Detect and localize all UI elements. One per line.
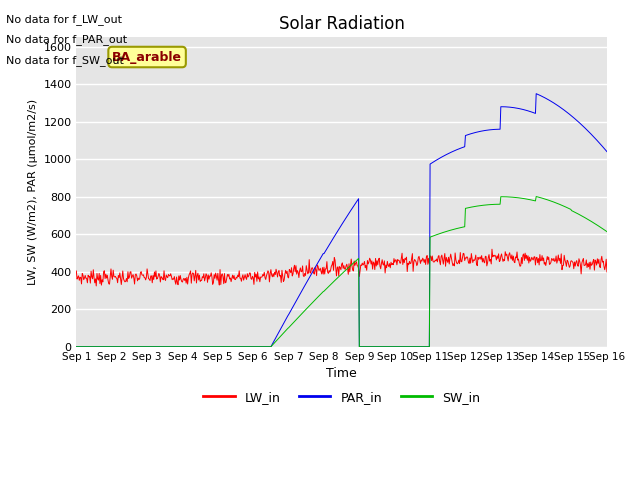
LW_in bbox=[438, 252, 445, 258]
LW_in bbox=[72, 268, 80, 274]
Text: BA_arable: BA_arable bbox=[112, 50, 182, 63]
SW_in bbox=[603, 229, 611, 235]
Legend: LW_in, PAR_in, SW_in: LW_in, PAR_in, SW_in bbox=[198, 385, 485, 408]
LW_in bbox=[603, 269, 611, 275]
Line: LW_in: LW_in bbox=[76, 249, 607, 286]
SW_in bbox=[212, 344, 220, 349]
SW_in bbox=[555, 201, 563, 207]
LW_in bbox=[92, 283, 100, 289]
LW_in bbox=[488, 246, 496, 252]
LW_in bbox=[189, 271, 197, 276]
Text: No data for f_LW_out: No data for f_LW_out bbox=[6, 14, 122, 25]
PAR_in bbox=[333, 229, 341, 235]
SW_in bbox=[333, 276, 341, 281]
LW_in bbox=[386, 261, 394, 266]
PAR_in bbox=[532, 91, 540, 96]
PAR_in bbox=[189, 344, 196, 349]
Text: No data for f_PAR_out: No data for f_PAR_out bbox=[6, 35, 127, 46]
PAR_in bbox=[603, 149, 611, 155]
LW_in bbox=[334, 264, 342, 270]
X-axis label: Time: Time bbox=[326, 367, 357, 380]
LW_in bbox=[212, 274, 220, 279]
PAR_in bbox=[72, 344, 80, 349]
SW_in bbox=[385, 344, 393, 349]
Y-axis label: LW, SW (W/m2), PAR (μmol/m2/s): LW, SW (W/m2), PAR (μmol/m2/s) bbox=[28, 99, 38, 285]
PAR_in bbox=[212, 344, 220, 349]
PAR_in bbox=[385, 344, 393, 349]
Line: PAR_in: PAR_in bbox=[76, 94, 607, 347]
Text: No data for f_SW_out: No data for f_SW_out bbox=[6, 55, 124, 66]
SW_in bbox=[72, 344, 80, 349]
Line: SW_in: SW_in bbox=[76, 196, 607, 347]
SW_in bbox=[437, 230, 445, 236]
LW_in bbox=[556, 255, 564, 261]
SW_in bbox=[189, 344, 196, 349]
SW_in bbox=[532, 193, 540, 199]
PAR_in bbox=[437, 155, 445, 160]
PAR_in bbox=[555, 104, 563, 109]
Title: Solar Radiation: Solar Radiation bbox=[278, 15, 404, 33]
